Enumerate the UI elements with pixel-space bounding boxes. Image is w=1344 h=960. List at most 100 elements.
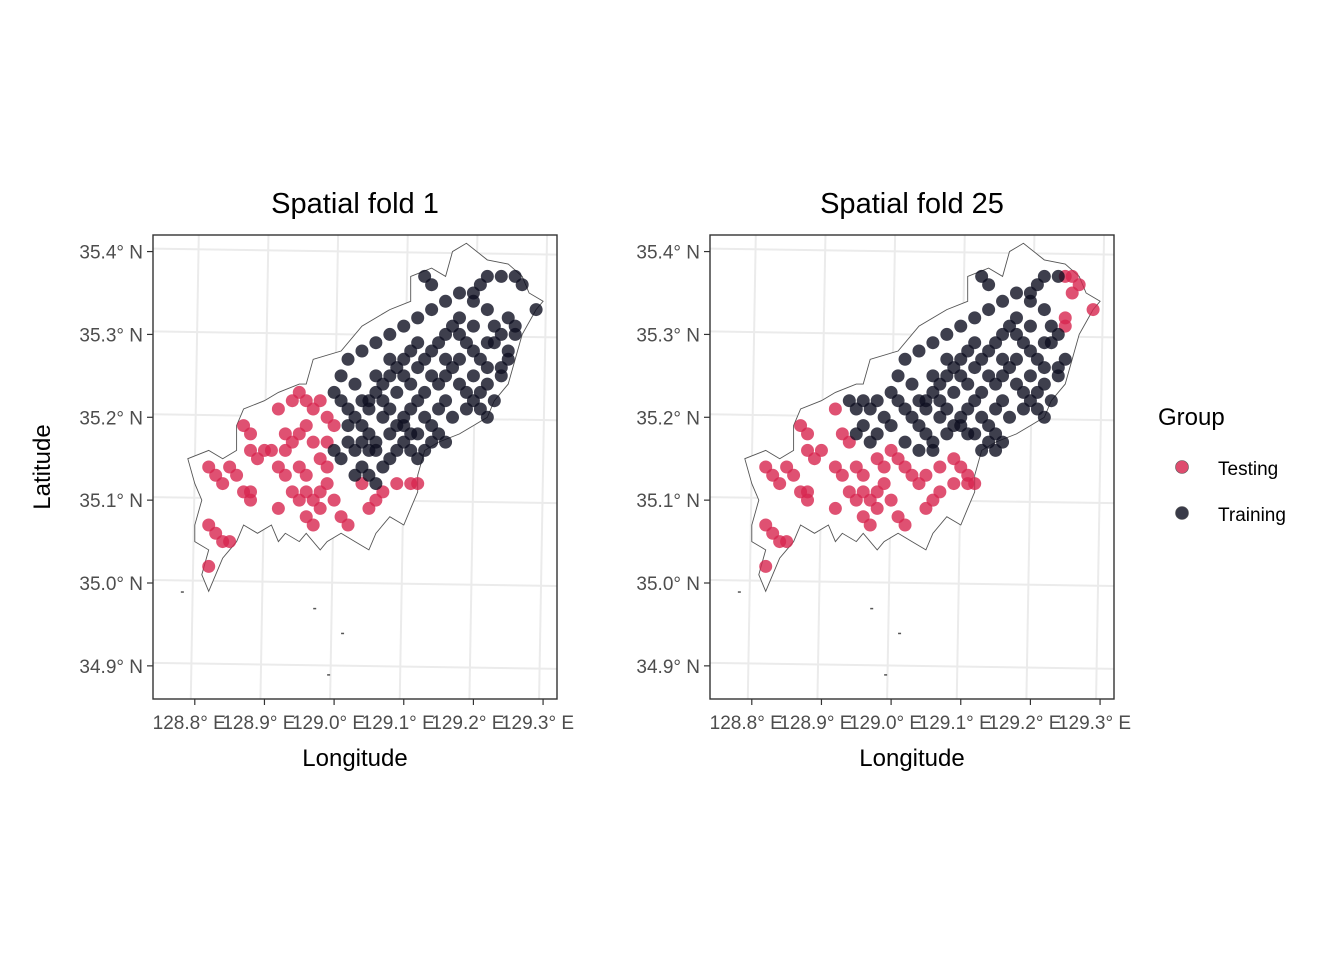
y-tick-label-0: 34.9° N — [79, 657, 143, 678]
islet-1 — [313, 607, 317, 610]
point-training-101 — [1023, 319, 1037, 333]
y-tick-label-0: 34.9° N — [636, 657, 700, 678]
x-tick-label-0: 128.8° E — [710, 713, 783, 734]
legend-key-testing — [1175, 460, 1189, 474]
x-tick-label-3: 129.1° E — [362, 713, 435, 734]
grid-line-lat-5 — [709, 247, 1115, 256]
point-training-62 — [480, 303, 494, 317]
fold-1-y-axis-title: Latitude — [29, 424, 56, 509]
grid-line-lon-5 — [538, 234, 549, 700]
fold-25-plot-frame — [709, 234, 1115, 700]
point-testing-58 — [244, 493, 258, 507]
point-testing-16 — [801, 427, 815, 441]
legend: Group Testing Training — [1158, 404, 1286, 526]
point-training-18 — [898, 435, 912, 449]
point-training-78 — [494, 269, 508, 283]
point-training-80 — [515, 278, 529, 292]
fold-1-y-ticks: 34.9° N 35.0° N 35.1° N 35.2° N 35.3° N 35.4°… — [79, 243, 153, 678]
y-tick-label-3: 35.2° N — [636, 408, 700, 429]
point-training-66 — [425, 303, 439, 317]
point-testing-57 — [264, 443, 278, 457]
point-training-106 — [954, 369, 968, 383]
islet-1 — [870, 607, 874, 610]
point-testing-62 — [801, 493, 815, 507]
fold-1-x-axis-title: Longitude — [302, 745, 407, 772]
point-training-107 — [940, 352, 954, 366]
point-testing-57 — [1065, 286, 1079, 300]
point-training-122 — [404, 427, 418, 441]
point-training-117 — [383, 352, 397, 366]
point-testing-40 — [320, 477, 334, 491]
point-testing-23 — [856, 468, 870, 482]
point-training-7 — [856, 419, 870, 433]
point-testing-2 — [773, 477, 787, 491]
point-training-120 — [348, 468, 362, 482]
point-training-99 — [1023, 369, 1037, 383]
y-tick-label-2: 35.1° N — [636, 491, 700, 512]
grid-line-lat-5 — [152, 247, 558, 256]
point-testing-48 — [919, 468, 933, 482]
point-training-118 — [369, 369, 383, 383]
x-tick-label-1: 128.9° E — [779, 713, 852, 734]
point-training-48 — [480, 361, 494, 375]
point-testing-17 — [271, 402, 285, 416]
point-training-70 — [369, 336, 383, 350]
point-training-64 — [452, 286, 466, 300]
point-training-9 — [870, 427, 884, 441]
point-training-112 — [452, 311, 466, 325]
point-training-97 — [996, 394, 1010, 408]
x-tick-label-4: 129.2° E — [431, 713, 504, 734]
point-training-91 — [446, 410, 460, 424]
point-training-68 — [912, 344, 926, 358]
point-training-75 — [1051, 269, 1065, 283]
point-training-69 — [898, 352, 912, 366]
point-testing-41 — [933, 485, 947, 499]
y-tick-label-5: 35.4° N — [79, 243, 143, 264]
point-training-77 — [480, 269, 494, 283]
point-training-113 — [439, 352, 453, 366]
point-testing-26 — [299, 419, 313, 433]
x-tick-label-2: 129.0° E — [292, 713, 365, 734]
grid-line-lat-1 — [152, 579, 558, 587]
islet-3 — [884, 674, 888, 676]
grid-line-lat-0 — [709, 661, 1115, 670]
point-testing-44 — [313, 501, 327, 515]
point-testing-35 — [870, 501, 884, 515]
point-training-104 — [982, 369, 996, 383]
point-training-74 — [425, 278, 439, 292]
point-training-72 — [341, 352, 355, 366]
point-testing-42 — [947, 477, 961, 491]
fold-25-y-ticks: 34.9° N 35.0° N 35.1° N 35.2° N 35.3° N 35.4°… — [636, 243, 710, 678]
point-testing-46 — [341, 518, 355, 532]
legend-key-training — [1175, 506, 1189, 520]
grid-line-lon-5 — [1095, 234, 1106, 700]
x-tick-label-5: 129.3° E — [1058, 713, 1131, 734]
point-testing-61 — [828, 501, 842, 515]
point-testing-17 — [828, 402, 842, 416]
point-training-106 — [425, 435, 439, 449]
point-training-107 — [439, 394, 453, 408]
point-training-119 — [355, 394, 369, 408]
point-testing-56 — [271, 501, 285, 515]
point-training-61 — [1009, 286, 1023, 300]
fold-1-points — [202, 269, 543, 573]
point-training-59 — [1037, 303, 1051, 317]
fold-25-panel: Spatial fold 25 34.9° N 35.0° N 35.1° N 35.… — [636, 188, 1131, 772]
point-training-85 — [975, 385, 989, 399]
point-training-98 — [1009, 352, 1023, 366]
point-testing-16 — [244, 427, 258, 441]
x-tick-label-1: 128.9° E — [222, 713, 295, 734]
point-testing-14 — [814, 443, 828, 457]
point-training-83 — [508, 319, 522, 333]
point-testing-8 — [223, 535, 237, 549]
point-training-68 — [397, 319, 411, 333]
fold-25-points — [759, 269, 1100, 573]
point-training-93 — [418, 385, 432, 399]
point-training-17 — [884, 419, 898, 433]
point-testing-49 — [933, 460, 947, 474]
point-testing-31 — [877, 477, 891, 491]
point-training-92 — [926, 443, 940, 457]
x-tick-label-2: 129.0° E — [849, 713, 922, 734]
point-training-67 — [411, 311, 425, 325]
point-training-102 — [1009, 311, 1023, 325]
